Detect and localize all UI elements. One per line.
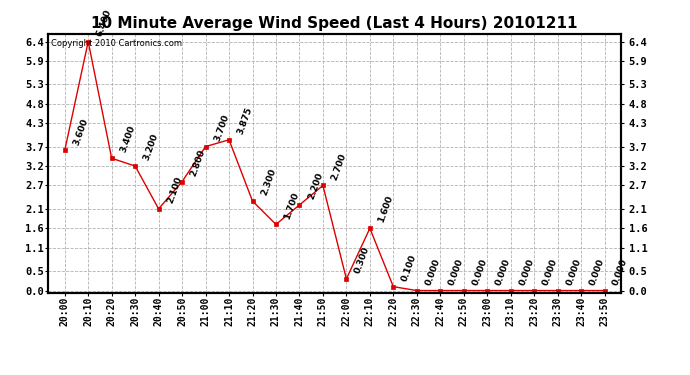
Text: 3.875: 3.875	[236, 106, 254, 136]
Text: 3.600: 3.600	[72, 117, 90, 146]
Title: 10 Minute Average Wind Speed (Last 4 Hours) 20101211: 10 Minute Average Wind Speed (Last 4 Hou…	[91, 16, 578, 31]
Text: 6.400: 6.400	[95, 8, 113, 38]
Text: 3.200: 3.200	[142, 132, 160, 162]
Text: 1.600: 1.600	[377, 195, 395, 224]
Text: 0.000: 0.000	[541, 257, 559, 286]
Text: 3.400: 3.400	[119, 124, 137, 154]
Text: 2.700: 2.700	[330, 152, 348, 182]
Text: 0.000: 0.000	[564, 257, 582, 286]
Text: 0.300: 0.300	[353, 245, 371, 275]
Text: 3.700: 3.700	[213, 113, 230, 142]
Text: 0.000: 0.000	[447, 257, 465, 286]
Text: Copyright 2010 Cartronics.com: Copyright 2010 Cartronics.com	[51, 39, 182, 48]
Text: 0.000: 0.000	[518, 257, 535, 286]
Text: 0.000: 0.000	[588, 257, 606, 286]
Text: 0.000: 0.000	[471, 257, 489, 286]
Text: 2.300: 2.300	[259, 167, 277, 197]
Text: 0.000: 0.000	[611, 257, 629, 286]
Text: 0.000: 0.000	[424, 257, 442, 286]
Text: 1.700: 1.700	[283, 190, 301, 220]
Text: 2.800: 2.800	[189, 148, 207, 177]
Text: 2.200: 2.200	[306, 171, 324, 201]
Text: 0.000: 0.000	[494, 257, 512, 286]
Text: 0.100: 0.100	[400, 253, 418, 282]
Text: 2.100: 2.100	[166, 175, 184, 205]
